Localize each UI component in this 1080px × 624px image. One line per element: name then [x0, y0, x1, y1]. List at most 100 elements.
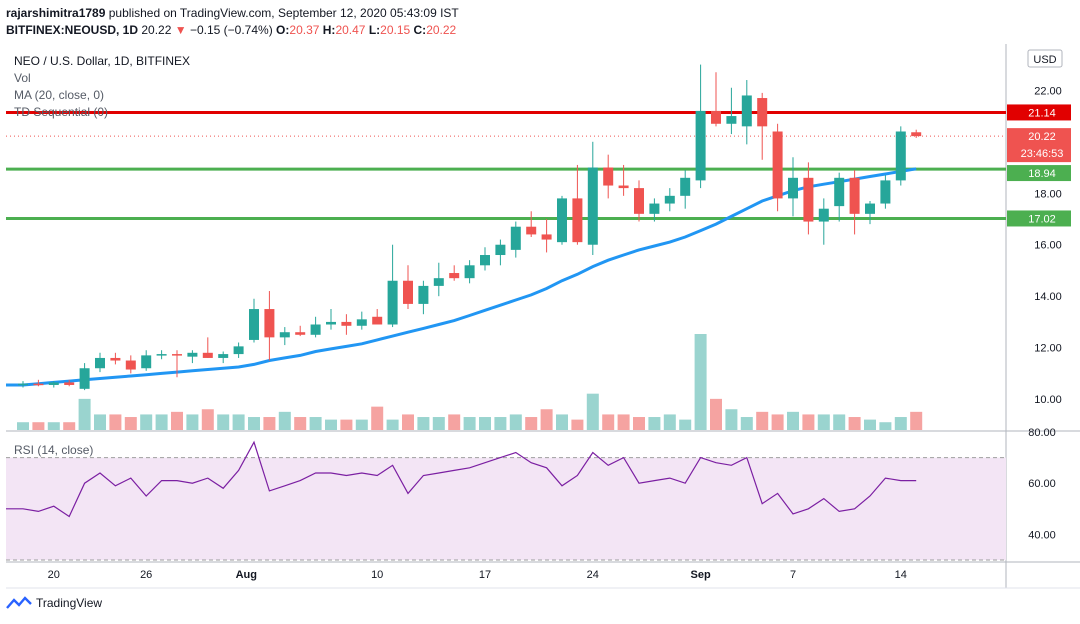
- candle-body: [587, 167, 598, 245]
- symbol-label: BITFINEX:NEOUSD, 1D: [6, 23, 139, 37]
- publish-info: published on TradingView.com, September …: [108, 6, 459, 20]
- volume-bar: [740, 417, 753, 430]
- time-tick-label: Sep: [691, 569, 711, 581]
- volume-bar: [402, 414, 414, 430]
- candle-body: [326, 321, 336, 325]
- volume-bar: [432, 417, 445, 430]
- candle-body: [603, 167, 614, 186]
- candle-body: [125, 360, 136, 370]
- volume-bar: [679, 419, 692, 430]
- support2-price-label: 17.02: [1028, 213, 1056, 225]
- time-tick-label: 26: [140, 569, 152, 581]
- volume-bar: [94, 414, 106, 430]
- candle-body: [664, 195, 675, 204]
- candle-body: [64, 382, 75, 385]
- candle-body: [618, 185, 629, 189]
- price-tick-label: 18.00: [1034, 188, 1062, 200]
- volume-bar: [78, 398, 91, 430]
- volume-bar: [355, 419, 368, 430]
- candle-body: [557, 198, 567, 243]
- volume-bar: [771, 414, 784, 430]
- candle-body: [526, 226, 537, 235]
- candle-body: [803, 177, 814, 222]
- candle-body: [372, 316, 383, 325]
- chart-title: NEO / U.S. Dollar, 1D, BITFINEX: [14, 54, 191, 68]
- candle-body: [495, 244, 506, 256]
- time-tick-label: Aug: [236, 569, 257, 581]
- countdown-label: 23:46:53: [1021, 148, 1064, 160]
- volume-bar: [833, 414, 846, 430]
- candle-body: [818, 208, 829, 222]
- volume-bar: [586, 393, 599, 430]
- volume-bar: [263, 417, 276, 430]
- candle-body: [741, 95, 752, 127]
- volume-bar: [340, 419, 353, 430]
- candle-body: [541, 234, 552, 240]
- candle-body: [418, 285, 429, 304]
- candle-body: [295, 332, 306, 335]
- volume-bar: [309, 417, 322, 430]
- time-tick-label: 24: [587, 569, 599, 581]
- volume-bar: [278, 411, 291, 430]
- rsi-tick-label: 40.00: [1028, 529, 1056, 541]
- candle-body: [711, 110, 721, 124]
- volume-bar: [386, 419, 399, 430]
- usd-button-frame: [1027, 49, 1063, 68]
- author-name: rajarshimitra1789: [6, 6, 106, 20]
- candle-body: [634, 188, 644, 214]
- candle-body: [464, 265, 475, 279]
- candle-body: [757, 98, 768, 127]
- volume-bar: [756, 411, 769, 430]
- volume-bar: [32, 422, 45, 430]
- volume-bar: [633, 417, 645, 430]
- time-tick-label: 17: [479, 569, 491, 581]
- candle-body: [233, 346, 244, 355]
- candle-body: [218, 354, 229, 358]
- candle-body: [187, 352, 198, 357]
- price-tick-label: 12.00: [1034, 343, 1062, 355]
- candle-body: [79, 368, 90, 389]
- volume-bar: [63, 422, 76, 430]
- candle-body: [849, 177, 860, 214]
- volume-bar: [463, 417, 476, 430]
- volume-bar: [201, 409, 214, 430]
- candle-body: [788, 177, 798, 199]
- down-arrow-icon: ▼: [174, 23, 187, 37]
- rsi-band: [6, 457, 1006, 560]
- rsi-tick-label: 60.00: [1028, 478, 1056, 490]
- candle-body: [865, 203, 875, 214]
- candle-body: [726, 116, 737, 124]
- candle-body: [649, 203, 660, 214]
- volume-bar: [155, 414, 168, 430]
- support1-price-label: 18.94: [1028, 168, 1056, 180]
- close-label: C:: [413, 23, 427, 37]
- volume-bar: [371, 406, 384, 430]
- volume-bar: [802, 414, 815, 430]
- rsi-tick-label: 80.00: [1028, 427, 1056, 439]
- candle-body: [33, 383, 44, 386]
- volume-bar: [448, 414, 461, 430]
- legend-td: TD Sequential (0): [14, 105, 109, 119]
- candle-body: [110, 357, 121, 361]
- volume-bar: [509, 414, 522, 430]
- time-tick-label: 20: [48, 569, 60, 581]
- volume-bar: [479, 417, 491, 430]
- volume-bar: [817, 414, 830, 430]
- volume-bar: [879, 422, 892, 430]
- time-tick-label: 10: [371, 569, 383, 581]
- legend-vol: Vol: [14, 71, 31, 85]
- candle-body: [356, 319, 367, 326]
- rsi-line: [6, 440, 917, 518]
- red-line-price-label: 21.14: [1028, 107, 1056, 119]
- volume-bar: [725, 409, 738, 430]
- candle-body: [449, 273, 460, 279]
- high-label: H:: [322, 23, 336, 37]
- low-value: 20.15: [380, 23, 411, 37]
- candle-body: [387, 280, 398, 325]
- candle-body: [880, 180, 891, 204]
- volume-bar: [417, 417, 430, 430]
- usd-button[interactable]: USD: [1027, 49, 1063, 68]
- volume-bar: [17, 422, 29, 430]
- low-label: L:: [368, 23, 381, 37]
